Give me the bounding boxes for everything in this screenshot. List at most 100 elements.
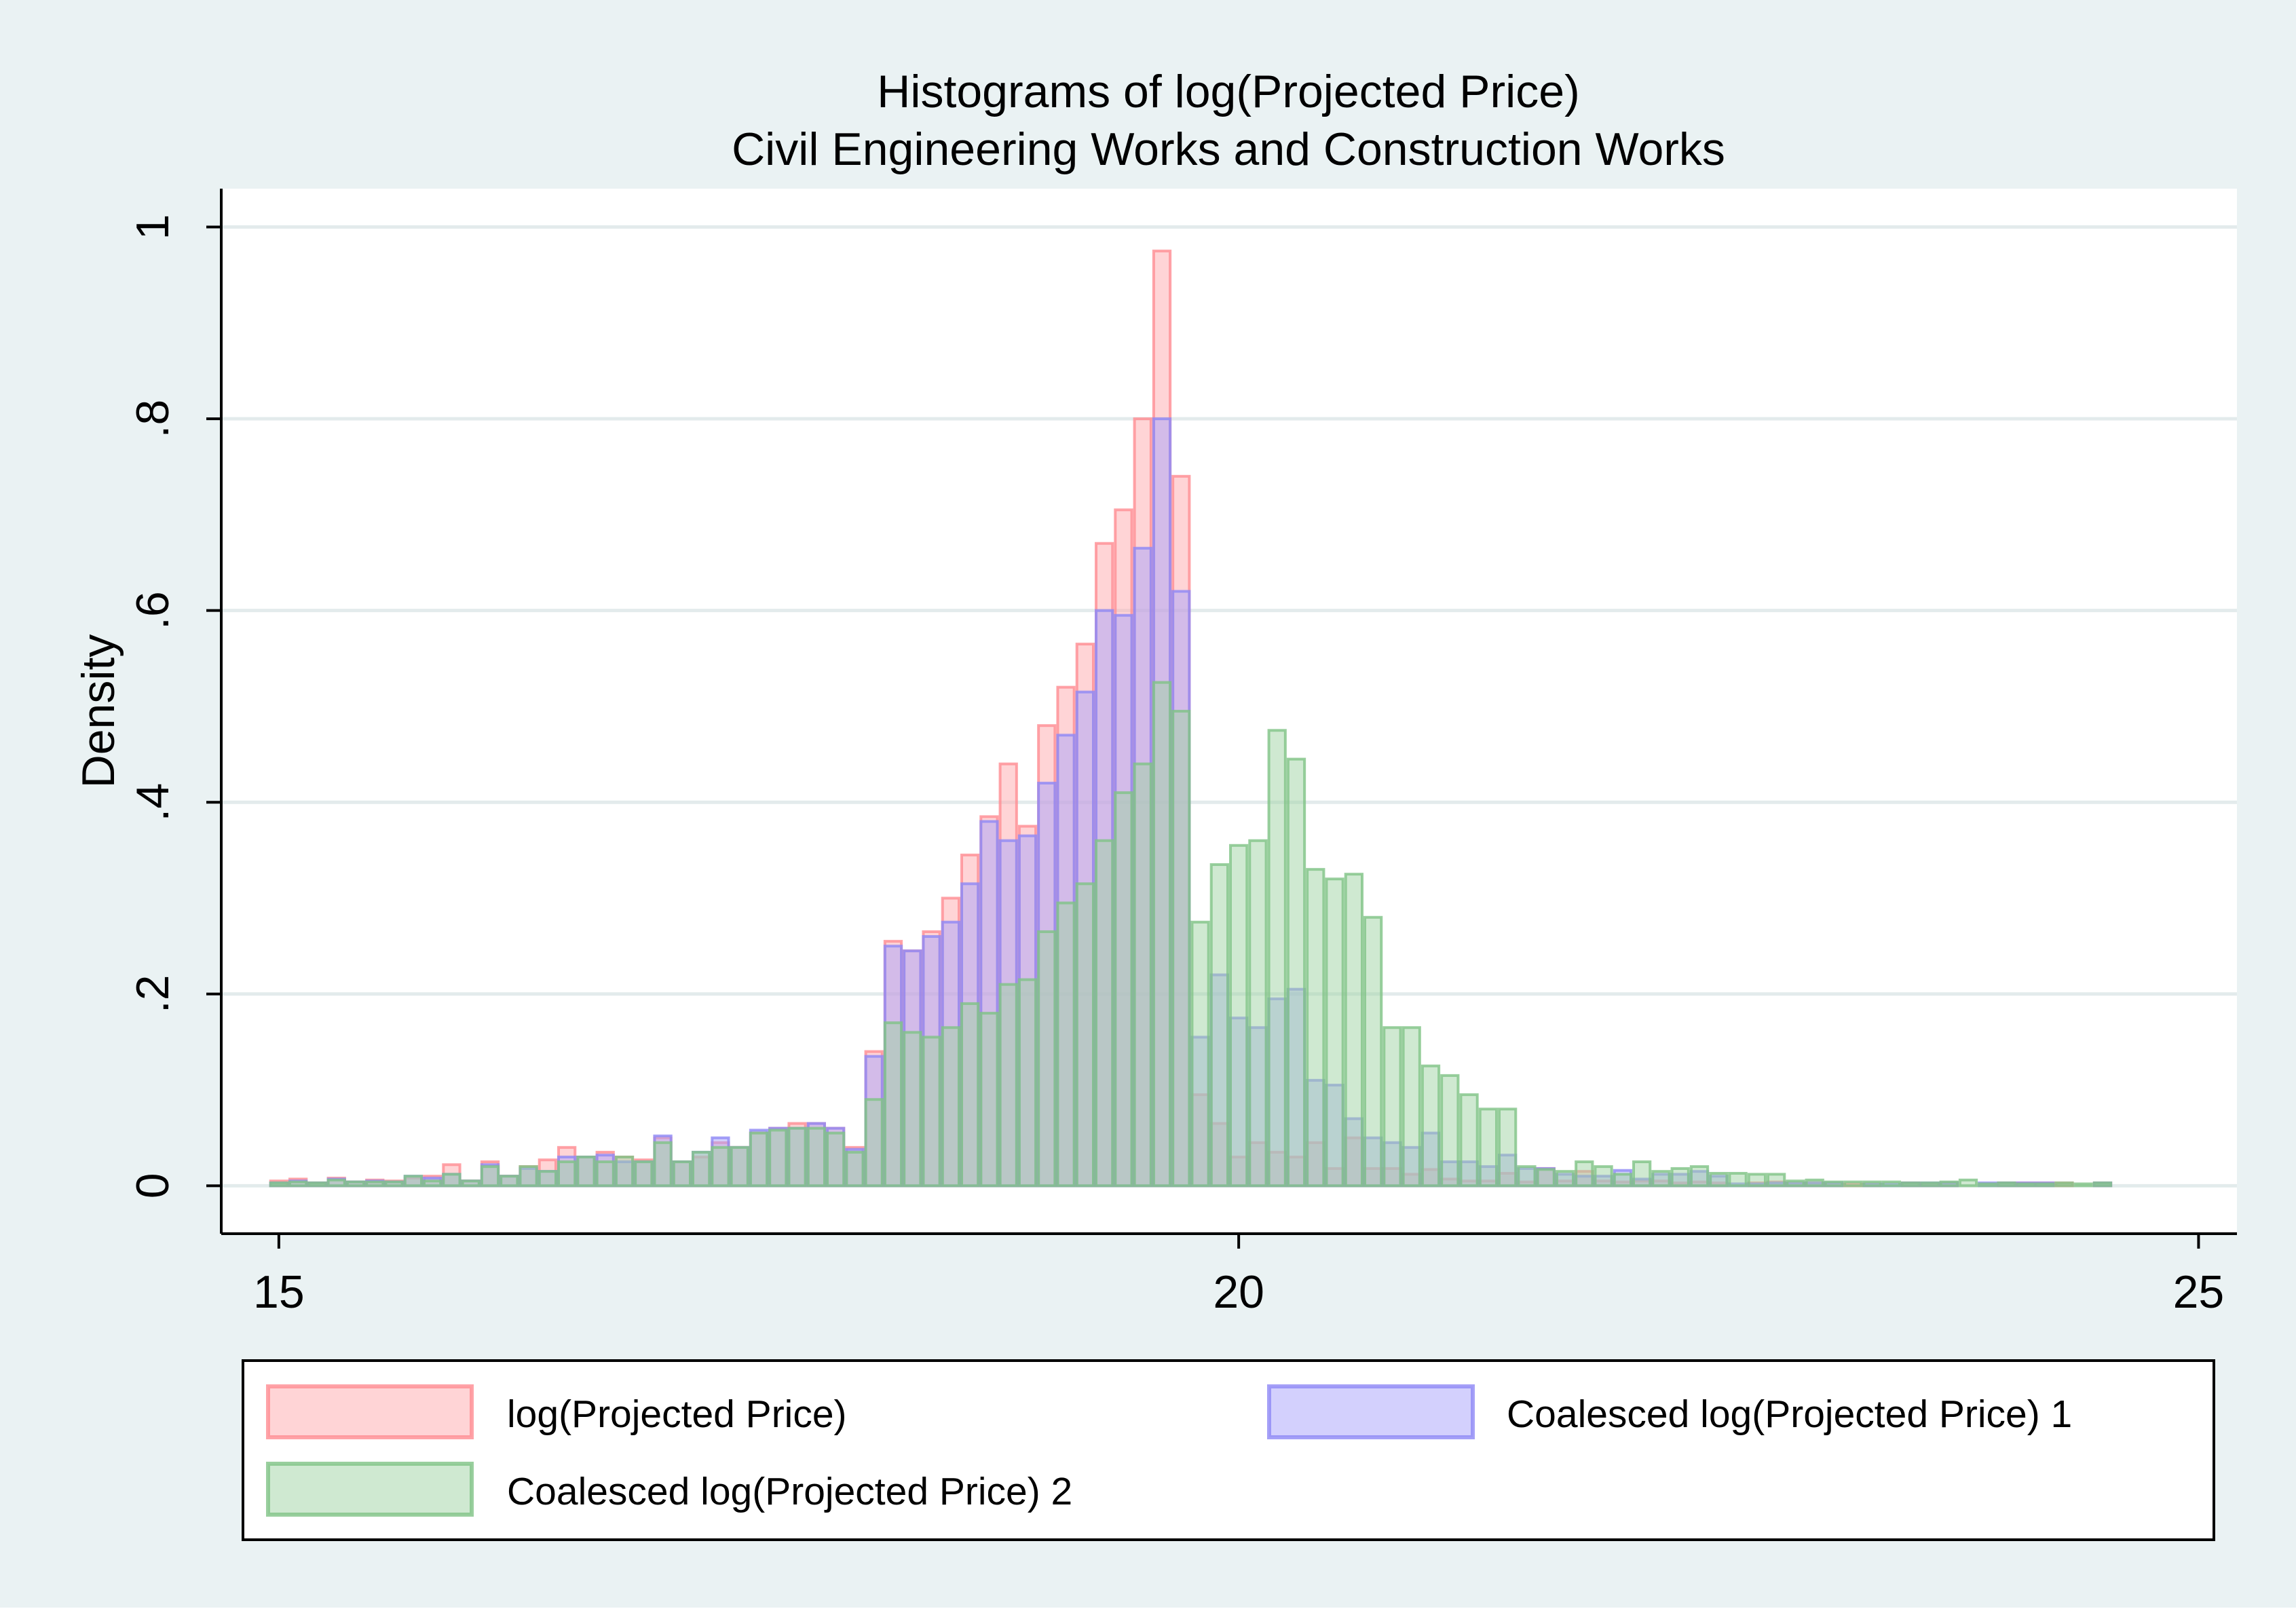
histogram-bar bbox=[1728, 1171, 1748, 1188]
histogram-bar bbox=[1997, 1181, 2016, 1188]
histogram-bar bbox=[307, 1181, 327, 1188]
histogram-bar bbox=[269, 1181, 289, 1188]
histogram-bar bbox=[1325, 877, 1344, 1188]
histogram-bar bbox=[806, 1126, 826, 1188]
histogram-bar bbox=[1613, 1173, 1633, 1188]
y-tick-label: 0 bbox=[127, 1173, 178, 1198]
histogram-bar bbox=[1017, 978, 1038, 1188]
histogram-bar bbox=[1651, 1170, 1671, 1188]
histogram-bar bbox=[787, 1126, 807, 1188]
y-tick-label: 1 bbox=[127, 214, 178, 240]
histogram-bar bbox=[1382, 1026, 1402, 1188]
histogram-bar bbox=[1075, 882, 1095, 1188]
histogram-bar bbox=[1824, 1180, 1844, 1188]
histogram-bar bbox=[1517, 1165, 1537, 1188]
histogram-bar bbox=[1171, 710, 1191, 1188]
histogram-bar bbox=[461, 1179, 481, 1188]
histogram-bar bbox=[711, 1145, 730, 1188]
histogram-bar bbox=[1805, 1178, 1824, 1188]
histogram-bar bbox=[1709, 1171, 1729, 1188]
histogram-bar bbox=[1209, 863, 1229, 1188]
histogram-bar bbox=[365, 1180, 385, 1188]
histogram-bar bbox=[979, 1012, 999, 1188]
histogram-bar bbox=[922, 1036, 941, 1188]
histogram-bar bbox=[538, 1170, 558, 1188]
histogram-bar bbox=[345, 1180, 366, 1188]
histogram-bar bbox=[1267, 729, 1287, 1188]
histogram-bar bbox=[1498, 1107, 1518, 1188]
histogram-bar bbox=[941, 1026, 960, 1188]
histogram-bar bbox=[2092, 1181, 2113, 1188]
legend-swatch-coalesced-1 bbox=[1267, 1384, 1475, 1439]
chart-title: Histograms of log(Projected Price) bbox=[877, 66, 1579, 117]
histogram-bar bbox=[1306, 868, 1325, 1188]
histogram-bar bbox=[1920, 1181, 1940, 1188]
chart-subtitle: Civil Engineering Works and Construction… bbox=[732, 124, 1725, 175]
histogram-bar bbox=[557, 1160, 577, 1188]
histogram-bar bbox=[1420, 1064, 1441, 1188]
histogram-bar bbox=[1152, 681, 1172, 1188]
histogram-bar bbox=[1843, 1180, 1863, 1188]
histogram-bar bbox=[1901, 1181, 1921, 1188]
legend-label-log-projected-price: log(Projected Price) bbox=[507, 1392, 847, 1436]
histogram-bar bbox=[730, 1145, 749, 1188]
histogram-bar bbox=[1440, 1074, 1460, 1188]
histogram-bar bbox=[692, 1150, 711, 1188]
histogram-bar bbox=[384, 1180, 404, 1188]
x-tick-label: 15 bbox=[253, 1266, 305, 1318]
histogram-bar bbox=[1689, 1165, 1710, 1188]
histogram-bar bbox=[614, 1155, 635, 1188]
histogram-bar bbox=[634, 1160, 654, 1188]
histogram-bar bbox=[883, 1021, 903, 1188]
histogram-bar bbox=[768, 1129, 788, 1188]
histogram-bars bbox=[269, 249, 2113, 1188]
histogram-bar bbox=[1594, 1165, 1613, 1188]
legend-label-coalesced-2: Coalesced log(Projected Price) 2 bbox=[507, 1470, 1072, 1513]
x-axis-ticks: 15 20 25 bbox=[253, 1234, 2224, 1318]
histogram-bar bbox=[903, 1031, 922, 1188]
histogram-bar bbox=[1767, 1173, 1786, 1188]
histogram-bar bbox=[288, 1180, 308, 1188]
histogram-bar bbox=[1862, 1180, 1882, 1188]
histogram-bar bbox=[960, 1002, 980, 1188]
legend-swatch-log-projected-price bbox=[266, 1384, 474, 1439]
histogram-bar bbox=[1958, 1178, 1978, 1188]
y-tick-label: .8 bbox=[127, 400, 178, 438]
y-tick-label: .6 bbox=[127, 591, 178, 630]
histogram-bar bbox=[1095, 839, 1114, 1188]
histogram-bar bbox=[1229, 844, 1249, 1188]
histogram-bar bbox=[1114, 791, 1133, 1188]
histogram-bar bbox=[1363, 915, 1383, 1188]
histogram-bar bbox=[1344, 873, 1363, 1188]
histogram-bar bbox=[749, 1131, 769, 1188]
histogram-bar bbox=[403, 1175, 424, 1188]
legend-label-coalesced-1: Coalesced log(Projected Price) 1 bbox=[1507, 1392, 2072, 1436]
histogram-bar bbox=[1939, 1180, 1959, 1188]
histogram-bar bbox=[672, 1160, 692, 1188]
histogram-bar bbox=[1248, 839, 1268, 1188]
histogram-bar bbox=[1978, 1182, 1997, 1188]
y-axis-label: Density bbox=[73, 634, 124, 789]
histogram-bar bbox=[1478, 1107, 1499, 1188]
histogram-bar bbox=[423, 1179, 443, 1188]
histogram-bar bbox=[2016, 1182, 2036, 1188]
series-3 bbox=[269, 681, 2113, 1188]
histogram-bar bbox=[653, 1141, 673, 1188]
histogram-bar bbox=[2073, 1182, 2093, 1188]
histogram-bar bbox=[576, 1155, 596, 1188]
x-tick-label: 25 bbox=[2173, 1266, 2225, 1318]
histogram-bar bbox=[1632, 1160, 1652, 1188]
histogram-bar bbox=[1881, 1180, 1902, 1188]
histogram-bar bbox=[519, 1165, 538, 1188]
histogram-bar bbox=[1670, 1167, 1690, 1188]
histogram-bar bbox=[1575, 1160, 1594, 1188]
x-tick-label: 20 bbox=[1213, 1266, 1264, 1318]
legend-box bbox=[242, 1359, 2215, 1541]
histogram-bar bbox=[2035, 1182, 2055, 1188]
histogram-bar bbox=[442, 1173, 462, 1188]
histogram-bar bbox=[1133, 762, 1152, 1188]
y-tick-label: .4 bbox=[127, 783, 178, 822]
histogram-bar bbox=[826, 1131, 846, 1188]
histogram-bar bbox=[1190, 920, 1210, 1188]
